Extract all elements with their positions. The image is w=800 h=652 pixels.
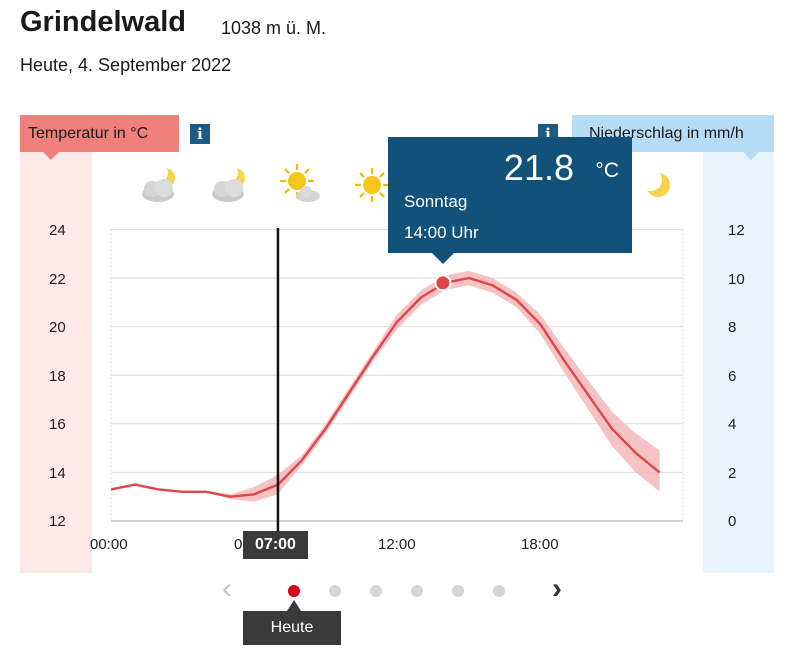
day-badge: Heute	[243, 611, 341, 645]
sun-ray	[379, 192, 385, 198]
x-tick: 18:00	[521, 536, 559, 553]
current-time-badge: 07:00	[243, 531, 308, 559]
y-left-tick: 20	[49, 319, 66, 336]
tooltip-unit: °C	[595, 159, 619, 182]
temperature-info-icon[interactable]: i	[190, 124, 210, 144]
moon-cutout	[640, 169, 662, 191]
temperature-axis-column	[20, 152, 92, 573]
day-dot-1[interactable]	[288, 585, 300, 597]
night-cloudy-icon	[212, 164, 245, 202]
y-right-tick: 10	[728, 271, 745, 288]
tooltip-value: 21.8	[503, 147, 574, 188]
cloud-shape	[155, 179, 173, 197]
sun-ray	[284, 188, 290, 194]
moon-cutout	[220, 164, 238, 182]
precipitation-axis-column	[703, 152, 774, 573]
tooltip-time: 14:00 Uhr	[404, 223, 479, 242]
y-right-tick: 12	[728, 222, 745, 239]
temperature-range-band	[111, 270, 660, 502]
date-label: Heute, 4. September 2022	[20, 55, 232, 75]
day-dot-5[interactable]	[452, 585, 464, 597]
sun-ray	[379, 172, 385, 178]
sun-ray	[359, 192, 365, 198]
temperature-series	[110, 228, 661, 531]
tooltip-day: Sonntag	[404, 192, 468, 211]
precipitation-tab-pointer	[743, 152, 759, 160]
sun-ray	[359, 172, 365, 178]
temperature-tab: Temperatur in °C	[20, 115, 179, 152]
day-dot-4[interactable]	[411, 585, 423, 597]
y-left-tick: 16	[49, 416, 66, 433]
y-left-tick: 22	[49, 271, 66, 288]
day-dot-3[interactable]	[370, 585, 382, 597]
previous-day-icon[interactable]: ‹	[222, 572, 232, 605]
sunny-icon	[354, 167, 390, 203]
y-right-tick: 4	[728, 416, 737, 433]
location-title: Grindelwald	[20, 6, 186, 38]
y-left-tick: 24	[49, 222, 66, 239]
chart-grid	[110, 228, 684, 522]
night-clear-icon	[640, 169, 670, 197]
location-altitude: 1038 m ü. M.	[221, 18, 327, 38]
cloud-shape	[300, 186, 312, 198]
y-right-tick: 6	[728, 368, 737, 385]
y-left-tick: 18	[49, 368, 66, 385]
temperature-tooltip: 21.8 °C Sonntag 14:00 Uhr	[388, 137, 632, 253]
y-right-tick: 8	[728, 319, 737, 336]
x-tick: 0	[234, 536, 243, 553]
day-badge-pointer	[287, 600, 301, 611]
temperature-tab-pointer	[43, 152, 59, 160]
next-day-icon[interactable]: ›	[552, 572, 562, 605]
y-left-tick: 12	[49, 513, 66, 530]
temperature-line	[110, 276, 661, 498]
moon-cutout	[150, 164, 168, 182]
sun-shape	[288, 172, 306, 190]
day-dot-6[interactable]	[493, 585, 505, 597]
day-dot-2[interactable]	[329, 585, 341, 597]
night-cloudy-icon	[142, 164, 175, 202]
partly-sunny-icon	[279, 163, 320, 202]
sun-ray	[304, 168, 310, 174]
cloud-shape	[225, 179, 243, 197]
x-tick: 00:00	[90, 536, 128, 553]
tooltip-pointer	[432, 253, 454, 264]
selected-point	[434, 274, 452, 292]
sun-shape	[363, 176, 381, 194]
sun-ray	[284, 168, 290, 174]
x-tick: 12:00	[378, 536, 416, 553]
weather-icons-row	[142, 163, 670, 203]
y-right-tick: 0	[728, 513, 737, 530]
y-left-tick: 14	[49, 465, 66, 482]
y-right-tick: 2	[728, 465, 737, 482]
